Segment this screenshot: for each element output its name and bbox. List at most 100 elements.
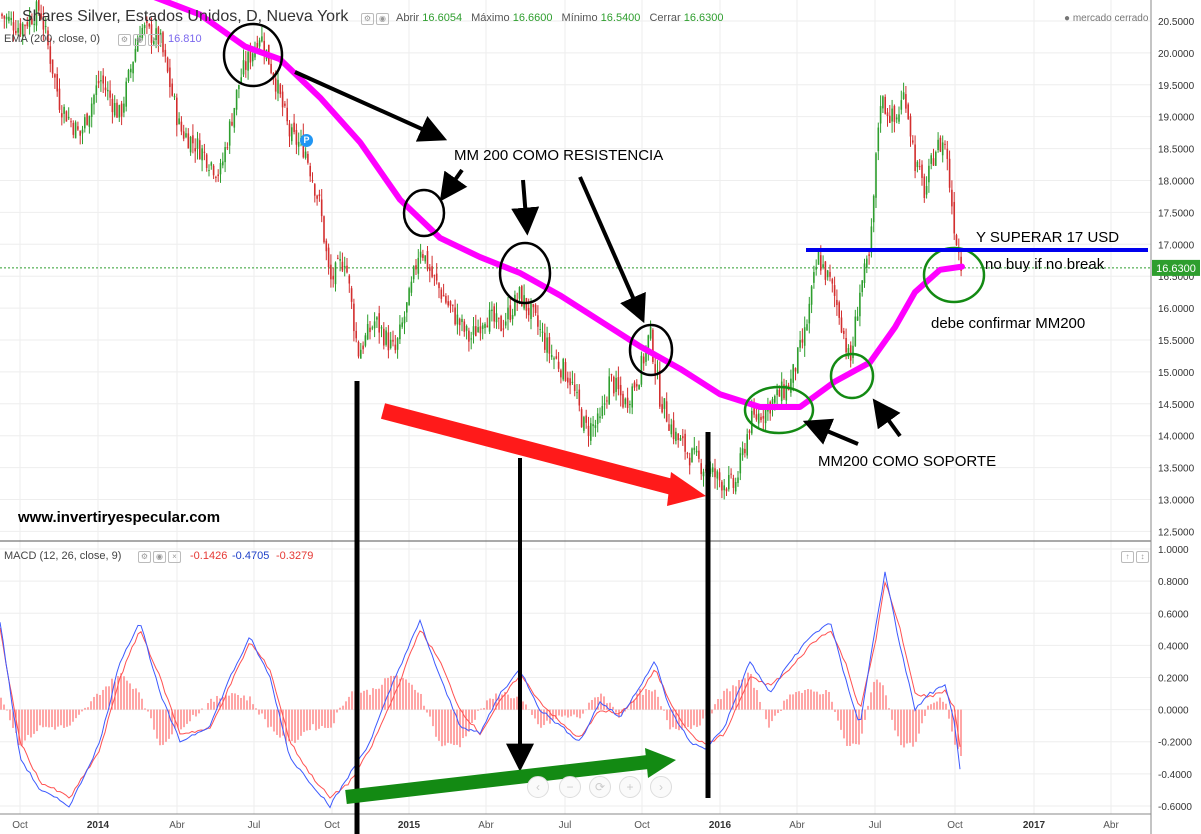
label-confirmar: debe confirmar MM200 — [931, 315, 1085, 332]
candle-body — [603, 403, 606, 405]
label-resistencia: MM 200 COMO RESISTENCIA — [454, 147, 663, 164]
ema-settings-icon[interactable]: ⚙ — [118, 34, 131, 46]
candle-body — [822, 264, 824, 268]
chevron-left-icon[interactable]: ‹ — [527, 776, 549, 798]
candle-body — [125, 81, 127, 107]
settings-icon[interactable]: ⚙ — [361, 13, 374, 25]
candle-body — [8, 16, 10, 21]
candle-body — [224, 147, 226, 163]
price-axis: 20.5000 20.0000 19.5000 19.0000 18.5000 18.00… — [1158, 17, 1195, 538]
candle-body — [491, 309, 493, 312]
candle-body — [636, 384, 638, 387]
candle-body — [81, 129, 84, 134]
candle-body — [820, 255, 822, 271]
candle-body — [212, 165, 215, 176]
candle-body — [619, 384, 622, 396]
candle-body — [79, 130, 81, 136]
candle-body — [863, 263, 866, 283]
candle-body — [458, 318, 461, 326]
y-tick-label: 16.5000 — [1158, 272, 1195, 283]
candle-body — [447, 301, 449, 306]
candle-body — [479, 326, 482, 334]
candle-body — [486, 325, 489, 328]
candle-body — [755, 414, 758, 420]
candle-body — [435, 273, 438, 281]
candle-body — [741, 448, 744, 456]
candle-body — [691, 448, 693, 463]
candle-body — [406, 302, 408, 313]
circle-resistance-1 — [222, 22, 284, 88]
candle-body — [463, 321, 466, 332]
y-tick-label: 19.5000 — [1158, 81, 1195, 92]
candle-body — [95, 85, 98, 95]
candle-body — [661, 404, 663, 413]
pane-up-icon[interactable]: ↑ — [1121, 551, 1134, 563]
candle-body — [845, 338, 847, 353]
candle-body — [891, 108, 893, 122]
candle-body — [693, 447, 696, 451]
candle-body — [325, 240, 328, 252]
candle-body — [100, 80, 102, 82]
reset-icon[interactable]: ⟳ — [589, 776, 611, 798]
candle-body — [921, 164, 923, 178]
macd-value-hist: -0.1426 — [190, 550, 228, 562]
zoom-out-icon[interactable]: − — [559, 776, 581, 798]
pin-icon[interactable]: P — [300, 134, 313, 147]
macd-tick-label: 0.4000 — [1158, 641, 1189, 652]
candle-body — [217, 174, 219, 176]
candle-body — [737, 477, 739, 484]
candle-body — [465, 326, 468, 331]
candle-body — [286, 107, 288, 122]
x-tick-label: 2015 — [398, 820, 421, 831]
candle-body — [495, 313, 498, 323]
candle-body — [364, 335, 367, 346]
candle-body — [424, 255, 426, 262]
ema-close-icon[interactable]: × — [148, 34, 161, 46]
candle-body — [134, 48, 137, 62]
y-tick-label: 20.0000 — [1158, 49, 1195, 60]
pane-maximize-icon[interactable]: ↕ — [1136, 551, 1149, 563]
candle-body — [67, 116, 70, 119]
candle-body — [596, 413, 599, 425]
ema-hide-icon[interactable]: ◉ — [133, 34, 146, 46]
candle-body — [521, 286, 523, 307]
candle-body — [557, 361, 560, 369]
macd-close-icon[interactable]: × — [168, 551, 181, 563]
candle-body — [654, 364, 656, 374]
candle-body — [10, 17, 12, 21]
candle-body — [785, 385, 788, 401]
candle-body — [51, 59, 54, 74]
macd-hide-icon[interactable]: ◉ — [153, 551, 166, 563]
hide-icon[interactable]: ◉ — [376, 13, 389, 25]
candle-body — [659, 370, 661, 407]
candle-body — [445, 296, 447, 303]
candle-body — [348, 275, 351, 284]
candle-body — [429, 267, 431, 271]
candle-body — [567, 377, 569, 383]
arrow-res-1 — [294, 70, 448, 142]
candle-body — [946, 148, 949, 159]
macd-settings-icon[interactable]: ⚙ — [138, 551, 151, 563]
candle-body — [762, 415, 765, 419]
candle-body — [838, 302, 840, 318]
zoom-in-icon[interactable]: + — [619, 776, 641, 798]
candle-body — [642, 356, 645, 364]
candle-body — [242, 60, 245, 75]
candle-body — [33, 23, 35, 25]
candle-body — [162, 32, 164, 53]
chevron-right-icon[interactable]: › — [650, 776, 672, 798]
candle-body — [847, 348, 850, 357]
candle-body — [394, 344, 397, 351]
candle-body — [203, 151, 206, 153]
arrow-sup-1 — [802, 418, 859, 446]
candle-body — [261, 36, 263, 42]
candle-body — [279, 84, 282, 95]
candle-body — [245, 61, 247, 70]
candle-body — [843, 330, 845, 334]
candle-body — [532, 304, 535, 308]
candle-body — [44, 25, 47, 27]
label-soporte: MM200 COMO SOPORTE — [818, 453, 996, 470]
candle-body — [629, 404, 631, 406]
candle-body — [249, 49, 252, 63]
